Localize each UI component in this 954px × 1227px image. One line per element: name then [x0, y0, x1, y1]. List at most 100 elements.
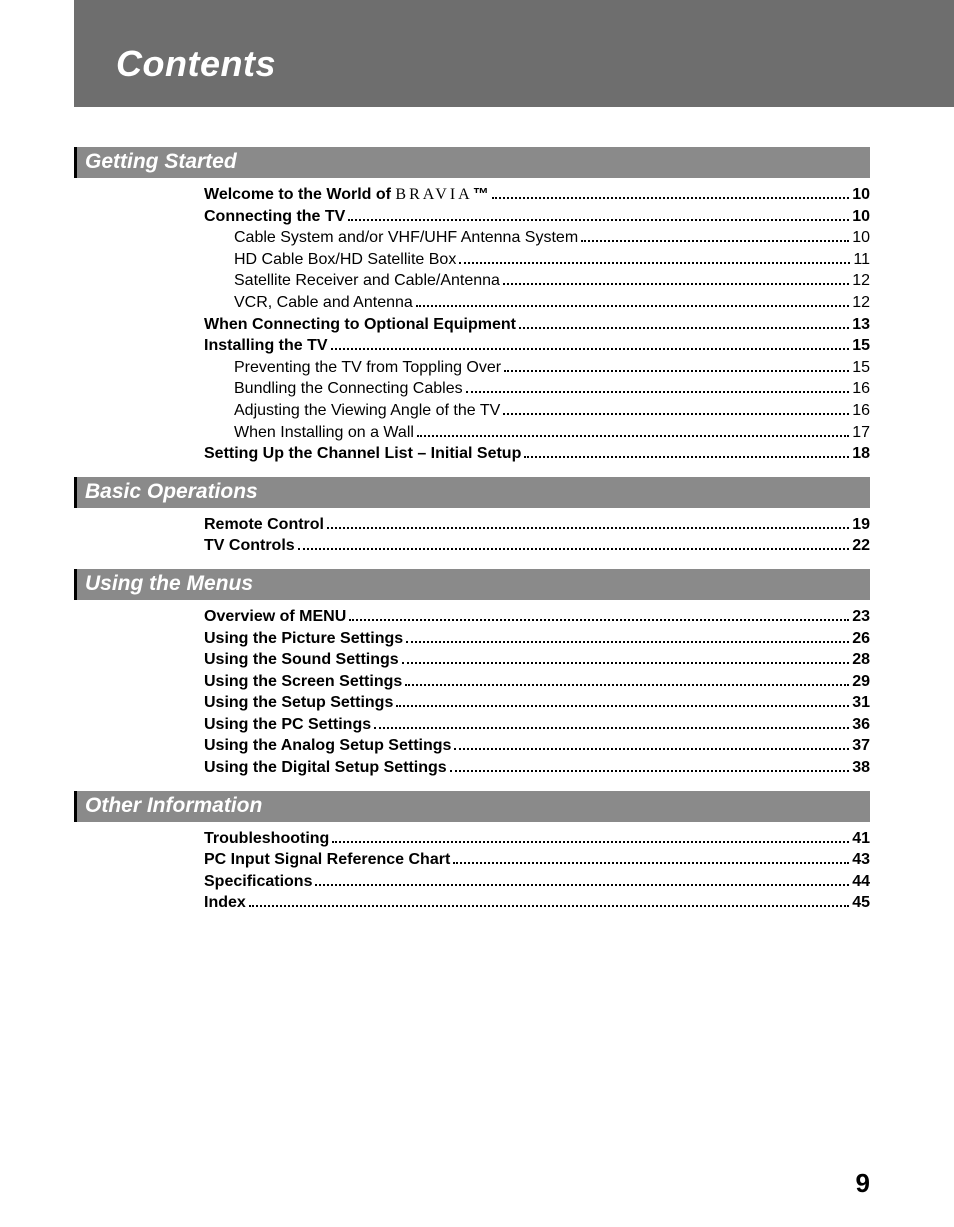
toc-page-number: 13 — [852, 314, 870, 336]
toc-page-number: 29 — [852, 671, 870, 693]
toc-row: Setting Up the Channel List – Initial Se… — [204, 443, 870, 465]
page-number: 9 — [856, 1168, 870, 1199]
toc-leader-dots — [315, 871, 849, 885]
toc-leader-dots — [374, 714, 849, 728]
toc-row: Bundling the Connecting Cables 16 — [204, 378, 870, 400]
section-heading-getting-started: Getting Started — [74, 147, 870, 178]
toc-label: Preventing the TV from Toppling Over — [234, 357, 501, 379]
toc-leader-dots — [331, 336, 850, 350]
toc-label: Using the Sound Settings — [204, 649, 399, 671]
toc-label: Using the Analog Setup Settings — [204, 735, 451, 757]
toc-row: PC Input Signal Reference Chart43 — [204, 849, 870, 871]
toc-label: Connecting the TV — [204, 206, 345, 228]
toc-leader-dots — [348, 206, 849, 220]
toc-page-number: 17 — [852, 422, 870, 444]
toc-row: Using the PC Settings36 — [204, 714, 870, 736]
toc-leader-dots — [581, 228, 849, 242]
toc-page-number: 43 — [852, 849, 870, 871]
toc-page-number: 15 — [852, 357, 870, 379]
toc-page-number: 15 — [852, 335, 870, 357]
toc-row: Using the Picture Settings 26 — [204, 628, 870, 650]
toc-row: TV Controls 22 — [204, 535, 870, 557]
page: Contents Getting Started Welcome to the … — [0, 0, 954, 1227]
toc-leader-dots — [504, 357, 849, 371]
toc-page-number: 16 — [852, 400, 870, 422]
toc-leader-dots — [503, 271, 849, 285]
toc-label: VCR, Cable and Antenna — [234, 292, 413, 314]
toc-row: HD Cable Box/HD Satellite Box 11 — [204, 249, 870, 271]
toc-row: Cable System and/or VHF/UHF Antenna Syst… — [204, 227, 870, 249]
toc-leader-dots — [396, 693, 849, 707]
toc-row: Using the Sound Settings 28 — [204, 649, 870, 671]
toc-page-number: 31 — [852, 692, 870, 714]
toc-label: Installing the TV — [204, 335, 328, 357]
toc-row: Using the Screen Settings 29 — [204, 671, 870, 693]
bravia-logo-text: BRAVIA — [395, 186, 472, 203]
section-heading-using-the-menus: Using the Menus — [74, 569, 870, 600]
toc-row: When Installing on a Wall17 — [204, 422, 870, 444]
toc-page-number: 18 — [852, 443, 870, 465]
toc-label: Using the Setup Settings — [204, 692, 393, 714]
toc-label: Satellite Receiver and Cable/Antenna — [234, 270, 500, 292]
content-area: Getting Started Welcome to the World of … — [74, 107, 870, 920]
toc-page-number: 38 — [852, 757, 870, 779]
toc-page-number: 10 — [852, 227, 870, 249]
toc-row: VCR, Cable and Antenna 12 — [204, 292, 870, 314]
toc-leader-dots — [332, 828, 849, 842]
page-title: Contents — [116, 43, 276, 85]
toc-label: Bundling the Connecting Cables — [234, 378, 463, 400]
header-band: Contents — [74, 0, 954, 107]
toc-page-number: 44 — [852, 871, 870, 893]
section-heading-other-information: Other Information — [74, 791, 870, 822]
toc-leader-dots — [519, 314, 849, 328]
toc-row: Connecting the TV10 — [204, 206, 870, 228]
toc-leader-dots — [454, 736, 849, 750]
toc-leader-dots — [417, 422, 849, 436]
toc-row: When Connecting to Optional Equipment 13 — [204, 314, 870, 336]
toc-label: Adjusting the Viewing Angle of the TV — [234, 400, 500, 422]
toc-label: Troubleshooting — [204, 828, 329, 850]
toc-leader-dots — [503, 401, 849, 415]
toc-page-number: 23 — [852, 606, 870, 628]
toc-page-number: 12 — [852, 270, 870, 292]
toc-label: Remote Control — [204, 514, 324, 536]
toc-row: Overview of MENU23 — [204, 606, 870, 628]
toc-label: Using the Screen Settings — [204, 671, 402, 693]
toc-block-other-information: Troubleshooting41PC Input Signal Referen… — [74, 828, 870, 920]
toc-page-number: 11 — [853, 249, 870, 271]
toc-label: HD Cable Box/HD Satellite Box — [234, 249, 456, 271]
toc-row: Installing the TV 15 — [204, 335, 870, 357]
toc-row: Using the Digital Setup Settings38 — [204, 757, 870, 779]
toc-leader-dots — [405, 671, 849, 685]
toc-leader-dots — [298, 536, 850, 550]
toc-page-number: 28 — [852, 649, 870, 671]
toc-row: Using the Setup Settings 31 — [204, 692, 870, 714]
toc-leader-dots — [492, 185, 850, 199]
toc-page-number: 19 — [852, 514, 870, 536]
toc-row: Welcome to the World of BRAVIA™10 — [204, 184, 870, 206]
toc-label: Using the PC Settings — [204, 714, 371, 736]
toc-label: Specifications — [204, 871, 312, 893]
toc-page-number: 22 — [852, 535, 870, 557]
toc-label: When Connecting to Optional Equipment — [204, 314, 516, 336]
toc-label: TV Controls — [204, 535, 295, 557]
section-heading-basic-operations: Basic Operations — [74, 477, 870, 508]
toc-block-getting-started: Welcome to the World of BRAVIA™10Connect… — [74, 184, 870, 471]
toc-row: Using the Analog Setup Settings 37 — [204, 735, 870, 757]
toc-row: Satellite Receiver and Cable/Antenna 12 — [204, 270, 870, 292]
toc-row: Remote Control 19 — [204, 514, 870, 536]
toc-page-number: 12 — [852, 292, 870, 314]
toc-block-using-the-menus: Overview of MENU23Using the Picture Sett… — [74, 606, 870, 785]
trademark-symbol: ™ — [473, 186, 489, 203]
toc-page-number: 16 — [852, 378, 870, 400]
toc-page-number: 37 — [852, 735, 870, 757]
toc-leader-dots — [327, 514, 849, 528]
toc-row: Index45 — [204, 892, 870, 914]
toc-page-number: 45 — [852, 892, 870, 914]
toc-row: Preventing the TV from Toppling Over 15 — [204, 357, 870, 379]
toc-leader-dots — [450, 758, 850, 772]
toc-label: Using the Picture Settings — [204, 628, 403, 650]
toc-page-number: 26 — [852, 628, 870, 650]
toc-leader-dots — [349, 607, 849, 621]
toc-leader-dots — [459, 249, 850, 263]
